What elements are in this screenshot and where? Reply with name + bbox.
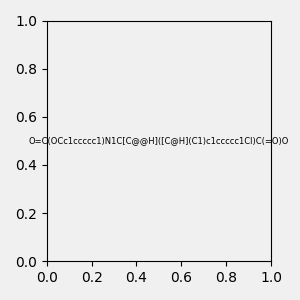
Text: O=C(OCc1ccccc1)N1C[C@@H]([C@H](C1)c1ccccc1Cl)C(=O)O: O=C(OCc1ccccc1)N1C[C@@H]([C@H](C1)c1cccc…: [29, 136, 289, 146]
